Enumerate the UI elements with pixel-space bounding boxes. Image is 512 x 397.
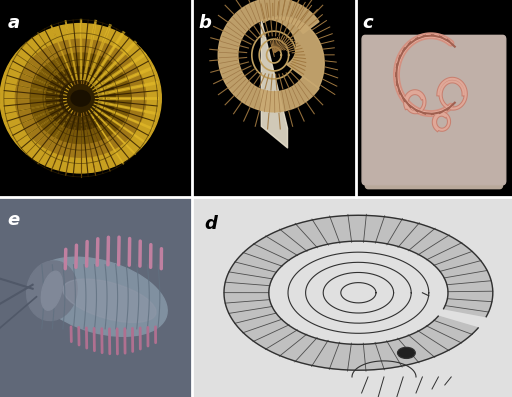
- Ellipse shape: [63, 279, 156, 322]
- Ellipse shape: [32, 257, 167, 336]
- Text: d: d: [205, 214, 218, 233]
- Ellipse shape: [15, 39, 146, 157]
- Polygon shape: [263, 17, 324, 88]
- FancyBboxPatch shape: [365, 43, 503, 189]
- Ellipse shape: [59, 81, 102, 116]
- Ellipse shape: [0, 23, 161, 173]
- Text: b: b: [199, 14, 211, 32]
- Text: c: c: [362, 14, 373, 32]
- Ellipse shape: [46, 67, 115, 130]
- Circle shape: [398, 348, 414, 358]
- Polygon shape: [224, 215, 493, 370]
- Text: a: a: [8, 14, 20, 32]
- FancyBboxPatch shape: [362, 35, 506, 185]
- Polygon shape: [218, 0, 319, 112]
- Ellipse shape: [71, 91, 90, 106]
- Ellipse shape: [27, 261, 77, 320]
- Ellipse shape: [31, 53, 131, 143]
- Text: e: e: [8, 210, 20, 229]
- Ellipse shape: [41, 271, 62, 310]
